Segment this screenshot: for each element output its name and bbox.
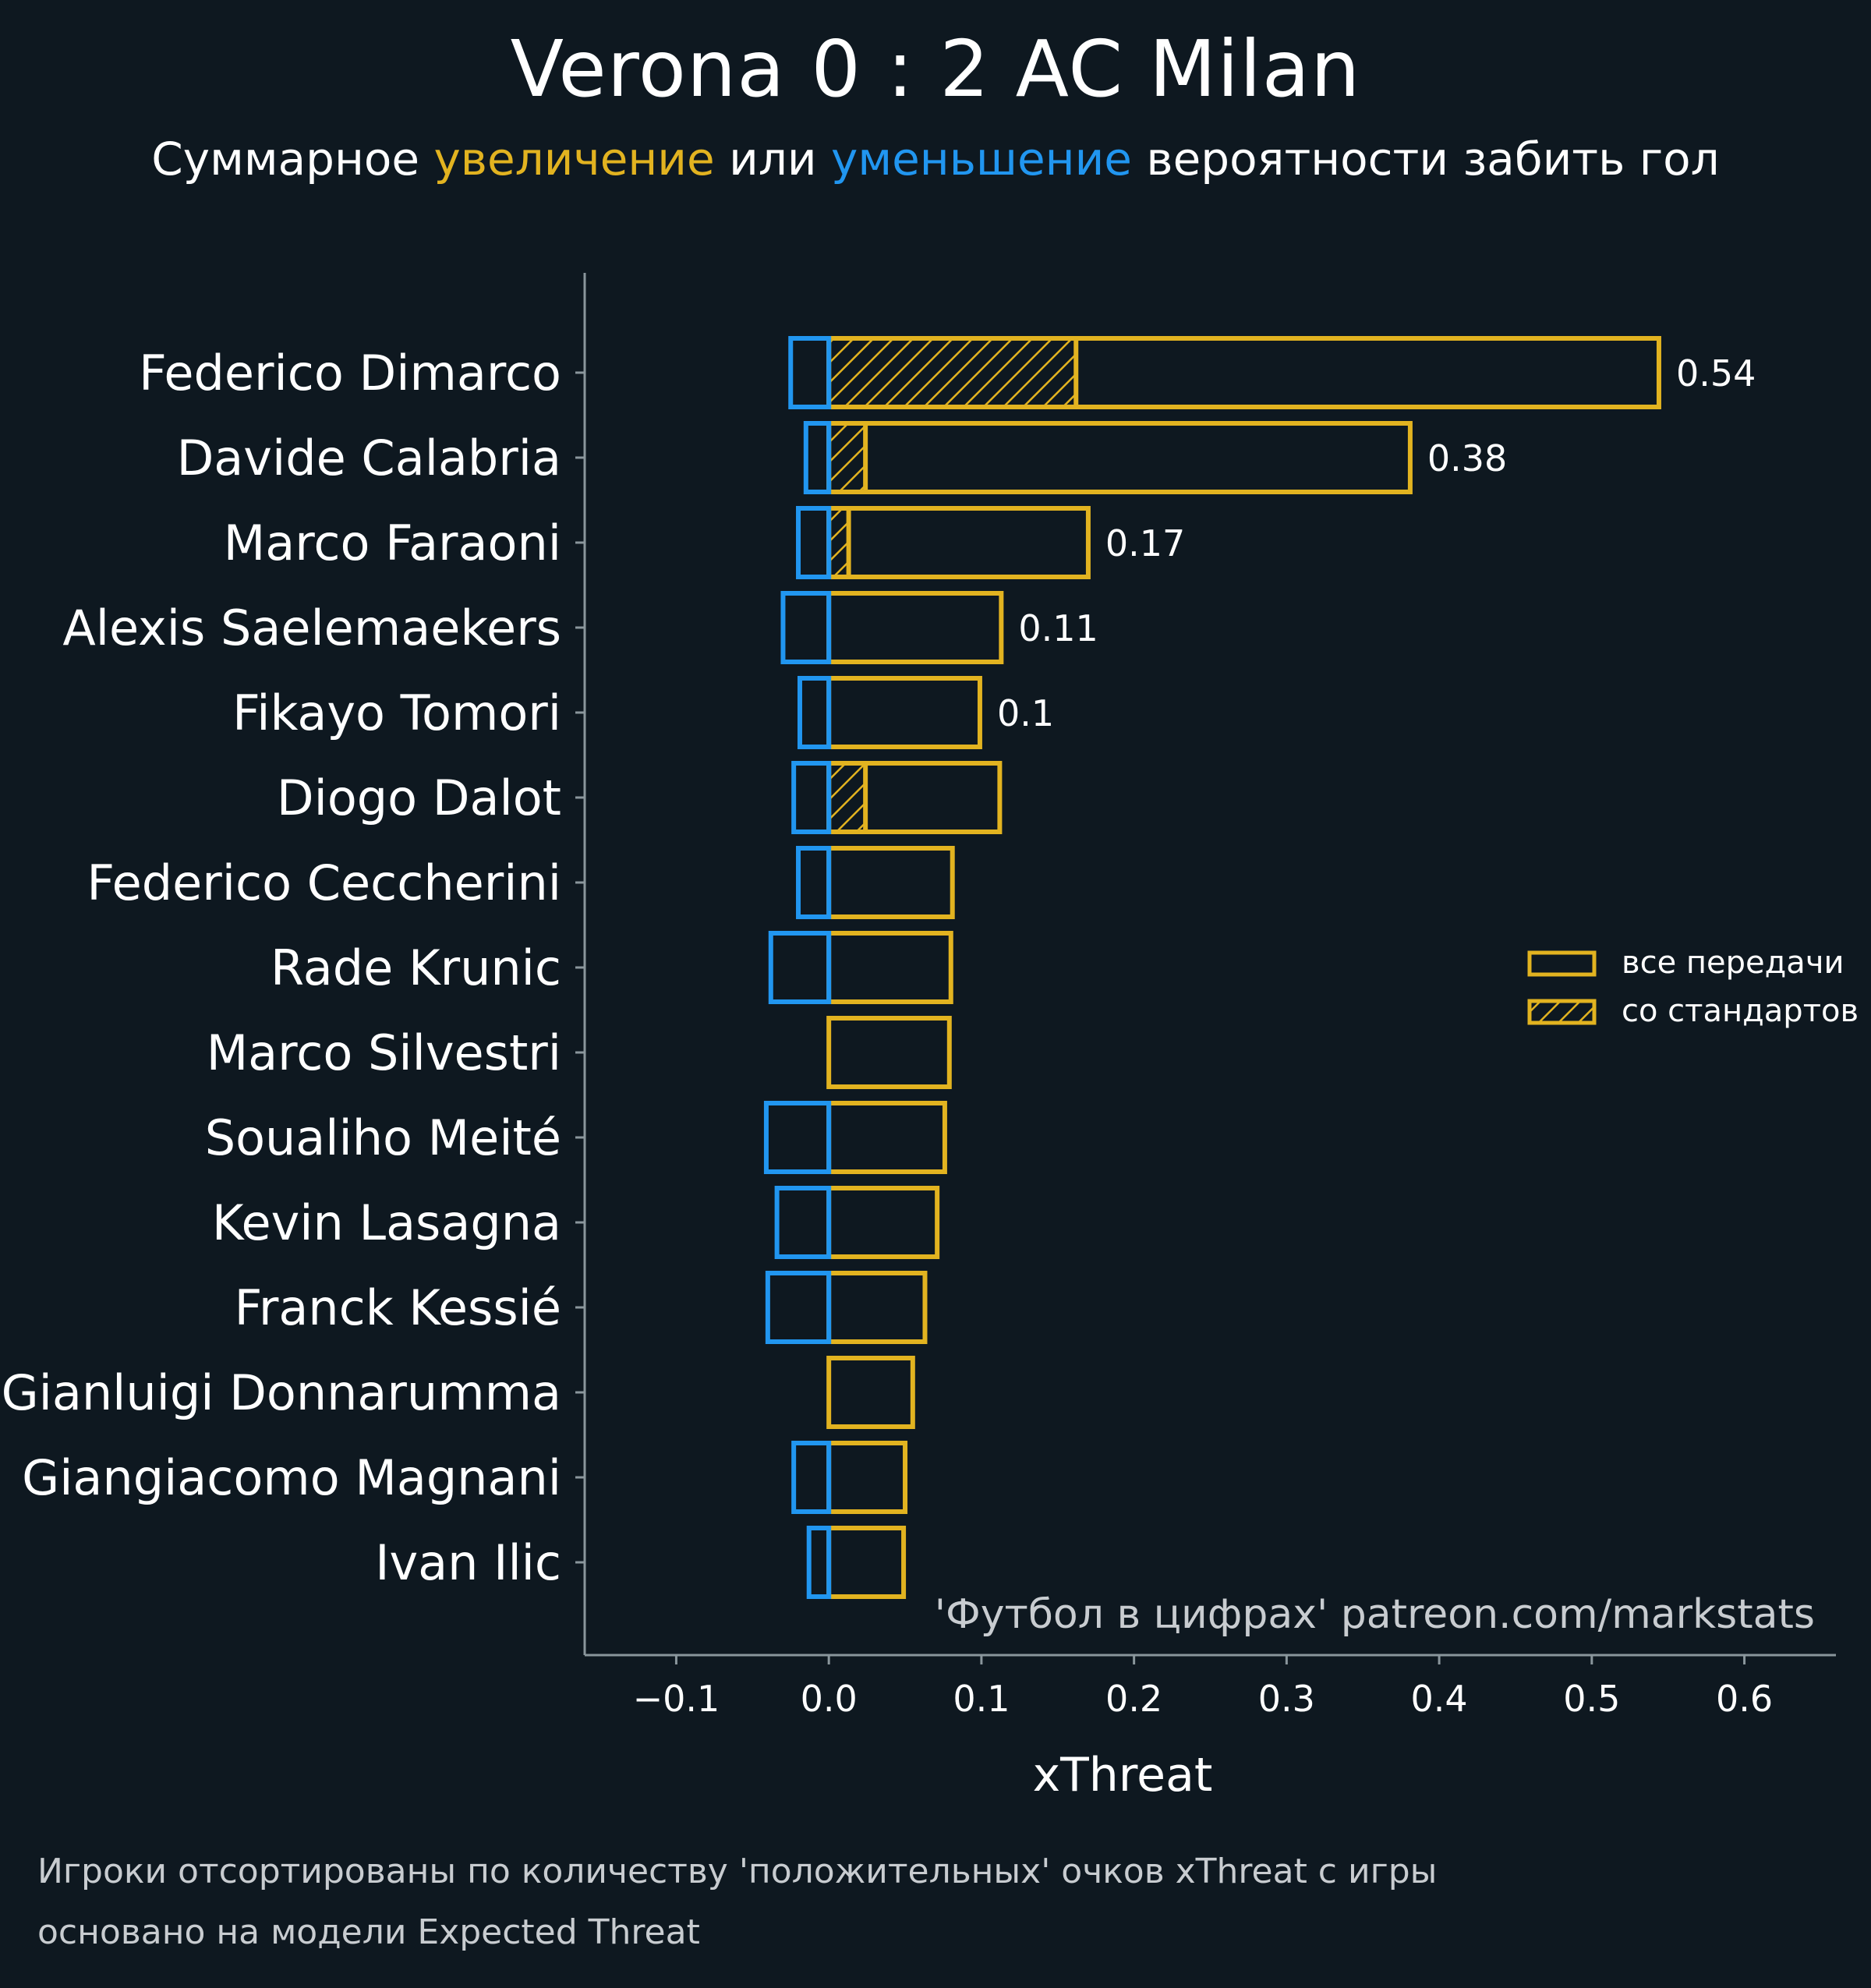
subtitle-prefix: Суммарное: [151, 133, 420, 186]
bar-positive: [826, 1526, 907, 1599]
bar-negative: [796, 506, 832, 579]
bar-negative: [763, 1101, 832, 1174]
bar-setpiece: [826, 761, 868, 834]
bar-negative: [788, 336, 832, 409]
y-tick-label: Soualiho Meité: [205, 1109, 561, 1166]
legend-swatch-hatched: [1527, 999, 1597, 1025]
subtitle-middle: или: [729, 133, 817, 186]
footnote-model: основано на модели Expected Threat: [37, 1912, 700, 1952]
bar-positive: [826, 1271, 928, 1344]
bar-negative: [780, 591, 832, 664]
subtitle-positive-word: увеличение: [433, 133, 715, 186]
bar-negative: [768, 931, 832, 1004]
y-tick-label: Davide Calabria: [177, 430, 561, 486]
y-tick-label: Alexis Saelemaekers: [62, 600, 561, 656]
legend: все передачи со стандартов: [1527, 945, 1859, 1029]
bar-negative: [796, 846, 832, 919]
y-tick-label: Marco Silvestri: [207, 1024, 561, 1081]
value-label: 0.11: [1018, 607, 1098, 649]
x-axis-label: xThreat: [1033, 1748, 1213, 1802]
bar-setpiece: [826, 336, 1079, 409]
bar-positive: [826, 506, 1091, 579]
y-tick-label: Federico Dimarco: [139, 345, 561, 401]
y-tick-label: Rade Krunic: [271, 939, 561, 996]
y-tick-label: Kevin Lasagna: [212, 1194, 561, 1251]
y-tick-label: Gianluigi Donnarumma: [2, 1364, 561, 1421]
chart-subtitle: Суммарное увеличение или уменьшение веро…: [0, 133, 1871, 186]
y-tick-label: Federico Ceccherini: [87, 854, 561, 911]
chart-title: Verona 0 : 2 AC Milan: [510, 23, 1361, 115]
bar-positive: [826, 931, 953, 1004]
legend-label: все передачи: [1622, 945, 1844, 981]
bar-negative: [806, 1526, 832, 1599]
bar-positive: [826, 1101, 947, 1174]
bar-positive: [826, 591, 1004, 664]
bar-setpiece: [826, 421, 868, 494]
bar-positive: [826, 1356, 915, 1429]
bar-negative: [791, 1441, 832, 1514]
legend-swatch-outline: [1527, 950, 1597, 977]
bar-negative: [803, 421, 832, 494]
x-tick-label: 0.0: [801, 1678, 858, 1720]
x-tick-label: 0.2: [1105, 1678, 1162, 1720]
legend-label: со стандартов: [1622, 993, 1859, 1029]
watermark: 'Футбол в цифрах' patreon.com/markstats: [935, 1591, 1815, 1638]
axes-layer: Federico Dimarco Davide Calabria Marco Far…: [2, 273, 1836, 1720]
x-tick-label: 0.1: [953, 1678, 1010, 1720]
bar-positive: [826, 676, 982, 749]
value-label: 0.38: [1427, 437, 1507, 479]
y-tick-label: Fikayo Tomori: [232, 684, 561, 741]
x-tick-label: 0.5: [1563, 1678, 1620, 1720]
bar-setpiece: [826, 506, 851, 579]
subtitle-negative-word: уменьшение: [831, 133, 1132, 186]
bar-positive: [826, 1186, 940, 1259]
value-label: 0.54: [1676, 352, 1756, 394]
y-tick-label: Marco Faraoni: [224, 515, 561, 571]
y-tick-label: Giangiacomo Magnani: [22, 1449, 561, 1506]
x-tick-label: −0.1: [633, 1678, 720, 1720]
bar-negative: [797, 676, 832, 749]
y-tick-label: Ivan Ilic: [375, 1534, 561, 1591]
value-label: 0.17: [1105, 522, 1185, 564]
y-tick-label: Franck Kessié: [235, 1279, 561, 1336]
bars-layer: 0.54 0.38 0.17 0.11 0.1: [763, 336, 1756, 1599]
subtitle-suffix: вероятности забить гол: [1146, 133, 1720, 186]
bar-negative: [774, 1186, 832, 1259]
bar-positive: [826, 846, 955, 919]
bar-negative: [765, 1271, 832, 1344]
x-tick-label: 0.4: [1411, 1678, 1468, 1720]
y-tick-label: Diogo Dalot: [277, 769, 561, 826]
footnote-sorting: Игроки отсортированы по количеству 'поло…: [37, 1852, 1438, 1891]
x-tick-label: 0.6: [1716, 1678, 1773, 1720]
bar-positive: [826, 1016, 952, 1089]
x-tick-label: 0.3: [1258, 1678, 1315, 1720]
value-label: 0.1: [997, 692, 1054, 734]
bar-positive: [826, 1441, 908, 1514]
bar-negative: [791, 761, 832, 834]
bar-positive: [826, 421, 1413, 494]
